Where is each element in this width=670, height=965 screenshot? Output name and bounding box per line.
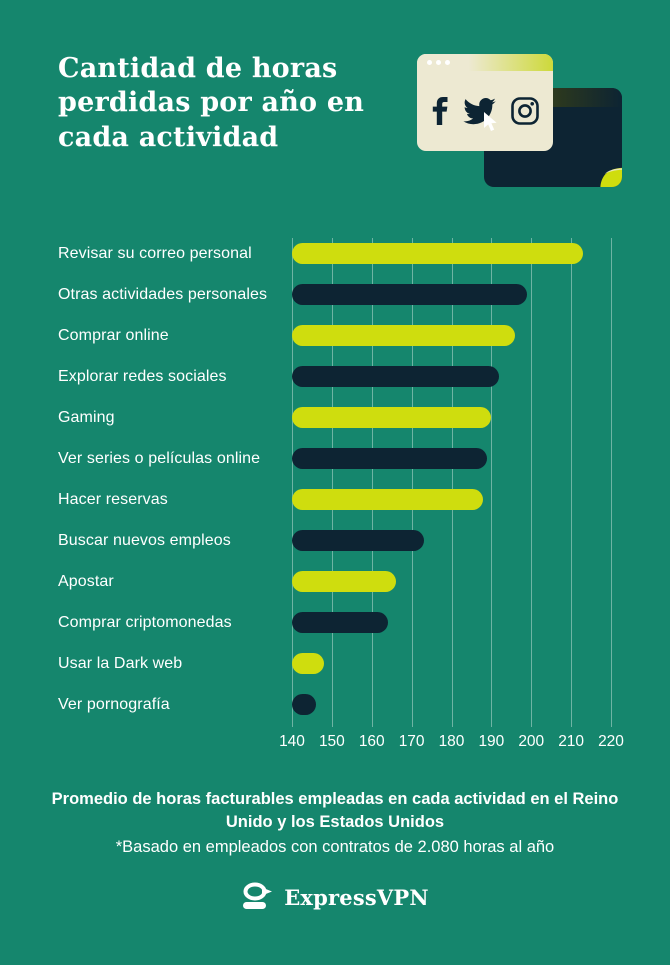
category-label: Ver pornografía: [58, 695, 170, 713]
category-label: Explorar redes sociales: [58, 367, 227, 385]
gridline-200: [531, 238, 533, 727]
bar-navy: [292, 694, 316, 715]
bar-lime: [292, 243, 584, 264]
facebook-icon: [432, 97, 447, 125]
category-label: Revisar su correo personal: [58, 244, 252, 262]
chart-row: Ver pornografía: [0, 684, 670, 725]
bar-lime: [292, 489, 484, 510]
footnote-asterisk: *Basado en empleados con contratos de 2.…: [115, 837, 555, 856]
gridline-190: [491, 238, 493, 727]
page-title: Cantidad de horas perdidas por año en ca…: [58, 53, 365, 153]
chart-row: Apostar: [0, 561, 670, 602]
chart-row: Buscar nuevos empleos: [0, 520, 670, 561]
chart-row: Revisar su correo personal: [0, 233, 670, 274]
gridline-220: [611, 238, 612, 727]
category-label: Apostar: [58, 572, 114, 590]
instagram-icon: [510, 97, 539, 125]
bar-lime: [292, 571, 396, 592]
category-label: Otras actividades personales: [58, 285, 268, 303]
category-label: Gaming: [58, 408, 115, 426]
chart-row: Comprar online: [0, 315, 670, 356]
x-tick-label-170: 170: [398, 733, 425, 750]
gridline-170: [411, 238, 413, 727]
chart-row: Ver series o películas online: [0, 438, 670, 479]
chart-row: Comprar criptomonedas: [0, 602, 670, 643]
category-label: Comprar online: [58, 326, 169, 344]
pointer-cursor: [484, 112, 497, 131]
social-window-titlebar: [417, 54, 553, 71]
bar-navy: [292, 284, 528, 305]
window-dots-icon: [427, 60, 450, 65]
x-tick-label-190: 190: [478, 733, 505, 750]
chart-row: Usar la Dark web: [0, 643, 670, 684]
bar-navy: [292, 612, 388, 633]
social-browser-window: [417, 54, 553, 151]
bar-chart: Revisar su correo personal Otras activida…: [0, 233, 670, 750]
bar-lime: [292, 325, 516, 346]
brand-wordmark: ExpressVPN: [284, 884, 429, 910]
chart-row: Otras actividades personales: [0, 274, 670, 315]
bar-navy: [292, 530, 424, 551]
x-tick-label-140: 140: [279, 733, 305, 750]
category-label: Ver series o películas online: [58, 449, 261, 467]
x-tick-label-150: 150: [318, 733, 345, 750]
gridline-210: [571, 238, 573, 727]
brand-footer: ExpressVPN: [0, 882, 670, 912]
bar-lime: [292, 653, 324, 674]
chart-row: Gaming: [0, 397, 670, 438]
bar-lime: [292, 407, 492, 428]
gridline-160: [371, 238, 373, 727]
category-label: Comprar criptomonedas: [58, 613, 232, 631]
x-tick-label-200: 200: [518, 733, 545, 750]
gridline-150: [331, 238, 333, 727]
footnotes: Promedio de horas facturables empleadas …: [45, 788, 625, 859]
category-label: Buscar nuevos empleos: [58, 531, 231, 549]
header-illustration: [410, 40, 640, 200]
x-tick-label-180: 180: [438, 733, 465, 750]
bar-navy: [292, 366, 500, 387]
footnote-source: Promedio de horas facturables empleadas …: [51, 790, 619, 832]
chart-row: Explorar redes sociales: [0, 356, 670, 397]
expressvpn-logo-icon: [243, 882, 273, 909]
category-label: Hacer reservas: [58, 490, 168, 508]
gridline-180: [451, 238, 453, 727]
gridline-140: [292, 238, 293, 727]
spy-hat-icon: [584, 167, 622, 187]
x-tick-label-220: 220: [598, 733, 624, 750]
category-label: Usar la Dark web: [58, 654, 183, 672]
chart-row: Hacer reservas: [0, 479, 670, 520]
x-tick-label-210: 210: [558, 733, 585, 750]
x-tick-label-160: 160: [358, 733, 385, 750]
bar-navy: [292, 448, 488, 469]
